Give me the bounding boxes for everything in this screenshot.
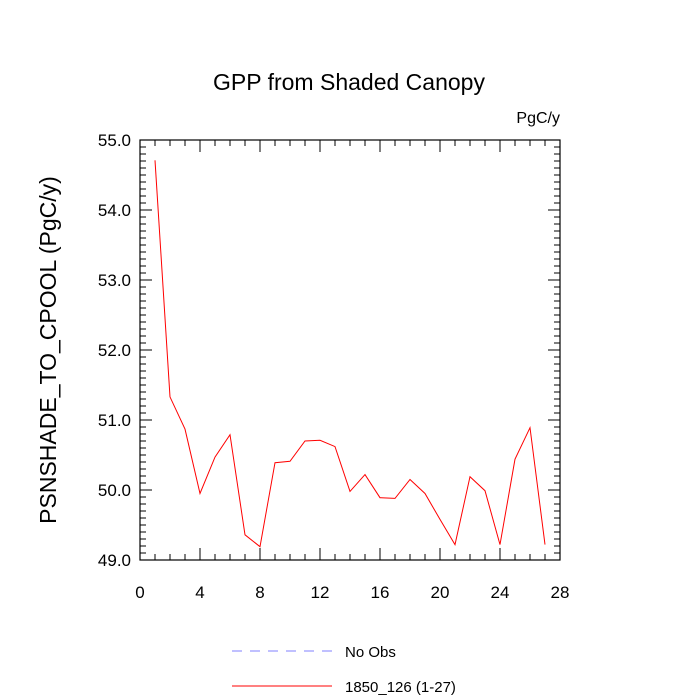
legend-label: No Obs <box>345 644 396 661</box>
y-axis-label: PSNSHADE_TO_CPOOL (PgC/y) <box>35 176 61 524</box>
series-line-1 <box>154 160 546 548</box>
chart-title: GPP from Shaded Canopy <box>213 69 485 95</box>
x-tick-label: 12 <box>311 583 330 602</box>
axis-ticks <box>139 139 561 561</box>
axis-tick-labels: 0 4 8 12 16 20 24 28 49.0 50.0 51.0 52.0 53.0 54.0 55.… <box>98 131 570 602</box>
y-tick-label: 52.0 <box>98 341 131 360</box>
y-tick-label: 49.0 <box>98 551 131 570</box>
legend-label: 1850_126 (1-27) <box>345 679 456 696</box>
units-label: PgC/y <box>516 110 560 127</box>
y-tick-label: 50.0 <box>98 481 131 500</box>
y-tick-label: 53.0 <box>98 271 131 290</box>
x-tick-label: 16 <box>371 583 390 602</box>
x-tick-label: 8 <box>255 583 264 602</box>
plot-series <box>154 160 546 548</box>
y-tick-label: 51.0 <box>98 411 131 430</box>
y-tick-label: 55.0 <box>98 131 131 150</box>
x-tick-label: 0 <box>135 583 144 602</box>
y-tick-label: 54.0 <box>98 201 131 220</box>
x-tick-label: 20 <box>431 583 450 602</box>
x-tick-label: 28 <box>551 583 570 602</box>
x-tick-label: 24 <box>491 583 510 602</box>
x-tick-label: 4 <box>195 583 204 602</box>
plot-frame <box>139 139 561 561</box>
legend: No Obs 1850_126 (1-27) <box>232 644 456 696</box>
